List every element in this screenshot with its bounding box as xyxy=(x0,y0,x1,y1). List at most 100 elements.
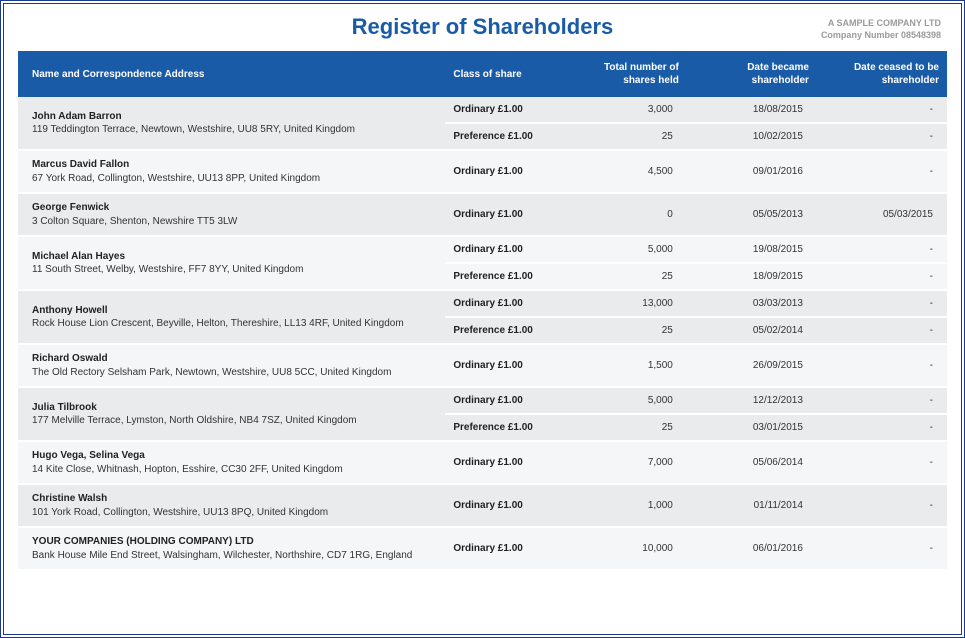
shareholder-cell: Anthony HowellRock House Lion Crescent, … xyxy=(18,290,445,344)
date-ceased: - xyxy=(817,290,947,317)
table-row: Hugo Vega, Selina Vega14 Kite Close, Whi… xyxy=(18,441,947,484)
shareholder-address: 101 York Road, Collington, Westshire, UU… xyxy=(32,506,437,520)
total-shares: 10,000 xyxy=(575,527,686,570)
date-ceased: - xyxy=(817,387,947,414)
shareholder-cell: Marcus David Fallon67 York Road, Colling… xyxy=(18,150,445,193)
shareholder-address: 11 South Street, Welby, Westshire, FF7 8… xyxy=(32,263,437,277)
date-became: 05/05/2013 xyxy=(687,193,817,236)
date-became: 12/12/2013 xyxy=(687,387,817,414)
page-title: Register of Shareholders xyxy=(144,14,821,40)
total-shares: 25 xyxy=(575,414,686,441)
document-header: Register of Shareholders A SAMPLE COMPAN… xyxy=(18,14,947,41)
table-row: Michael Alan Hayes11 South Street, Welby… xyxy=(18,236,947,263)
table-row: Richard OswaldThe Old Rectory Selsham Pa… xyxy=(18,344,947,387)
share-class: Ordinary £1.00 xyxy=(445,387,575,414)
shareholder-address: Rock House Lion Crescent, Beyville, Helt… xyxy=(32,317,437,331)
date-became: 01/11/2014 xyxy=(687,484,817,527)
share-class: Ordinary £1.00 xyxy=(445,236,575,263)
shareholder-cell: John Adam Barron119 Teddington Terrace, … xyxy=(18,97,445,150)
shareholder-cell: Christine Walsh101 York Road, Collington… xyxy=(18,484,445,527)
col-date-ceased: Date ceased to be shareholder xyxy=(817,51,947,97)
shareholder-name: Richard Oswald xyxy=(32,352,437,366)
share-class: Ordinary £1.00 xyxy=(445,527,575,570)
share-class: Preference £1.00 xyxy=(445,414,575,441)
shareholder-cell: Michael Alan Hayes11 South Street, Welby… xyxy=(18,236,445,290)
total-shares: 5,000 xyxy=(575,236,686,263)
share-class: Ordinary £1.00 xyxy=(445,97,575,123)
shareholders-table: Name and Correspondence Address Class of… xyxy=(18,51,947,571)
table-row: Marcus David Fallon67 York Road, Colling… xyxy=(18,150,947,193)
share-class: Ordinary £1.00 xyxy=(445,484,575,527)
shareholder-address: 67 York Road, Collington, Westshire, UU1… xyxy=(32,172,437,186)
date-ceased: - xyxy=(817,414,947,441)
col-total-shares: Total number of shares held xyxy=(575,51,686,97)
shareholder-cell: Hugo Vega, Selina Vega14 Kite Close, Whi… xyxy=(18,441,445,484)
table-row: John Adam Barron119 Teddington Terrace, … xyxy=(18,97,947,123)
shareholder-address: Bank House Mile End Street, Walsingham, … xyxy=(32,549,437,563)
shareholder-name: Hugo Vega, Selina Vega xyxy=(32,449,437,463)
company-info: A SAMPLE COMPANY LTD Company Number 0854… xyxy=(821,14,941,41)
date-became: 05/06/2014 xyxy=(687,441,817,484)
date-ceased: - xyxy=(817,123,947,150)
date-became: 10/02/2015 xyxy=(687,123,817,150)
shareholder-name: Julia Tilbrook xyxy=(32,401,437,415)
document-frame: Register of Shareholders A SAMPLE COMPAN… xyxy=(0,0,965,638)
date-ceased: 05/03/2015 xyxy=(817,193,947,236)
date-ceased: - xyxy=(817,484,947,527)
col-class-of-share: Class of share xyxy=(445,51,575,97)
share-class: Ordinary £1.00 xyxy=(445,150,575,193)
date-became: 18/09/2015 xyxy=(687,263,817,290)
shareholder-cell: Richard OswaldThe Old Rectory Selsham Pa… xyxy=(18,344,445,387)
share-class: Ordinary £1.00 xyxy=(445,193,575,236)
total-shares: 25 xyxy=(575,123,686,150)
table-header: Name and Correspondence Address Class of… xyxy=(18,51,947,97)
shareholder-address: 177 Melville Terrace, Lymston, North Old… xyxy=(32,414,437,428)
shareholder-address: 14 Kite Close, Whitnash, Hopton, Esshire… xyxy=(32,463,437,477)
total-shares: 25 xyxy=(575,317,686,344)
shareholder-name: Christine Walsh xyxy=(32,492,437,506)
date-ceased: - xyxy=(817,441,947,484)
col-name-address: Name and Correspondence Address xyxy=(18,51,445,97)
total-shares: 4,500 xyxy=(575,150,686,193)
date-ceased: - xyxy=(817,527,947,570)
shareholder-name: Marcus David Fallon xyxy=(32,158,437,172)
date-ceased: - xyxy=(817,236,947,263)
date-became: 05/02/2014 xyxy=(687,317,817,344)
date-ceased: - xyxy=(817,97,947,123)
table-row: George Fenwick3 Colton Square, Shenton, … xyxy=(18,193,947,236)
total-shares: 7,000 xyxy=(575,441,686,484)
date-became: 18/08/2015 xyxy=(687,97,817,123)
share-class: Ordinary £1.00 xyxy=(445,290,575,317)
table-row: Julia Tilbrook177 Melville Terrace, Lyms… xyxy=(18,387,947,414)
date-became: 09/01/2016 xyxy=(687,150,817,193)
table-row: Christine Walsh101 York Road, Collington… xyxy=(18,484,947,527)
shareholder-name: John Adam Barron xyxy=(32,110,437,124)
shareholder-address: 119 Teddington Terrace, Newtown, Westshi… xyxy=(32,123,437,137)
share-class: Ordinary £1.00 xyxy=(445,441,575,484)
table-body: John Adam Barron119 Teddington Terrace, … xyxy=(18,97,947,570)
shareholder-name: YOUR COMPANIES (HOLDING COMPANY) LTD xyxy=(32,535,437,549)
shareholder-cell: YOUR COMPANIES (HOLDING COMPANY) LTDBank… xyxy=(18,527,445,570)
date-became: 03/03/2013 xyxy=(687,290,817,317)
company-name: A SAMPLE COMPANY LTD xyxy=(821,18,941,30)
total-shares: 25 xyxy=(575,263,686,290)
total-shares: 0 xyxy=(575,193,686,236)
date-ceased: - xyxy=(817,317,947,344)
total-shares: 3,000 xyxy=(575,97,686,123)
share-class: Preference £1.00 xyxy=(445,317,575,344)
table-row: Anthony HowellRock House Lion Crescent, … xyxy=(18,290,947,317)
total-shares: 1,000 xyxy=(575,484,686,527)
shareholder-name: George Fenwick xyxy=(32,201,437,215)
col-date-became: Date became shareholder xyxy=(687,51,817,97)
total-shares: 5,000 xyxy=(575,387,686,414)
date-ceased: - xyxy=(817,150,947,193)
shareholder-cell: Julia Tilbrook177 Melville Terrace, Lyms… xyxy=(18,387,445,441)
date-ceased: - xyxy=(817,263,947,290)
shareholder-name: Michael Alan Hayes xyxy=(32,250,437,264)
date-became: 06/01/2016 xyxy=(687,527,817,570)
shareholder-address: 3 Colton Square, Shenton, Newshire TT5 3… xyxy=(32,215,437,229)
total-shares: 1,500 xyxy=(575,344,686,387)
company-number: Company Number 08548398 xyxy=(821,30,941,42)
date-became: 19/08/2015 xyxy=(687,236,817,263)
share-class: Preference £1.00 xyxy=(445,263,575,290)
